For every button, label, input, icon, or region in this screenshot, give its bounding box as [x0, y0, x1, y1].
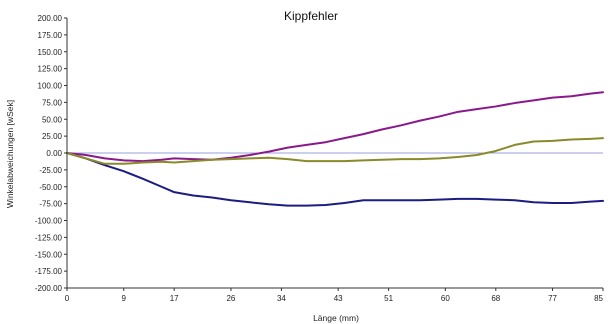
series-line-3	[66, 137, 604, 165]
y-tick-label: 100.00	[38, 82, 63, 91]
x-tick-label: 17	[170, 294, 179, 303]
y-tick-label: 125.00	[38, 65, 63, 74]
y-tick-label: 200.00	[38, 14, 63, 23]
x-tick-label: 43	[334, 294, 343, 303]
y-tick-label: 25.00	[42, 132, 63, 141]
y-tick-label: 50.00	[42, 115, 63, 124]
x-axis-title: Länge (mm)	[313, 313, 359, 323]
x-tick-label: 68	[491, 294, 500, 303]
y-tick-label: -125.00	[35, 233, 63, 242]
x-tick-label: 85	[594, 294, 603, 303]
y-tick-label: -100.00	[35, 217, 63, 226]
y-tick-labels: 200.00 175.00 150.00 125.00 100.00 75.00 50.00…	[35, 14, 67, 293]
x-tick-label: 26	[226, 294, 235, 303]
y-tick-label: -175.00	[35, 267, 63, 276]
series-line-1	[66, 152, 604, 207]
y-tick-label: 0.00	[46, 149, 62, 158]
x-tick-label: 34	[277, 294, 286, 303]
x-tick-label: 60	[441, 294, 450, 303]
y-tick-label: 175.00	[38, 31, 63, 40]
x-tick-label: 51	[384, 294, 393, 303]
x-tick-labels: 0 9 17 26 34 43 51 60 68 77 85	[65, 288, 604, 303]
y-axis-title: Winkelabweichungen [wSek]	[5, 100, 15, 208]
chart-title: Kippfehler	[284, 9, 338, 23]
y-tick-label: -150.00	[35, 250, 63, 259]
x-tick-label: 77	[548, 294, 557, 303]
y-tick-label: 75.00	[42, 98, 63, 107]
series-line-2	[66, 91, 604, 163]
y-tick-label: 150.00	[38, 48, 63, 57]
series-group	[66, 91, 604, 207]
x-tick-label: 0	[65, 294, 70, 303]
y-tick-label: -200.00	[35, 284, 63, 293]
x-tick-label: 9	[122, 294, 127, 303]
y-tick-label: -25.00	[39, 166, 62, 175]
y-tick-label: -50.00	[39, 183, 62, 192]
y-tick-label: -75.00	[39, 200, 62, 209]
